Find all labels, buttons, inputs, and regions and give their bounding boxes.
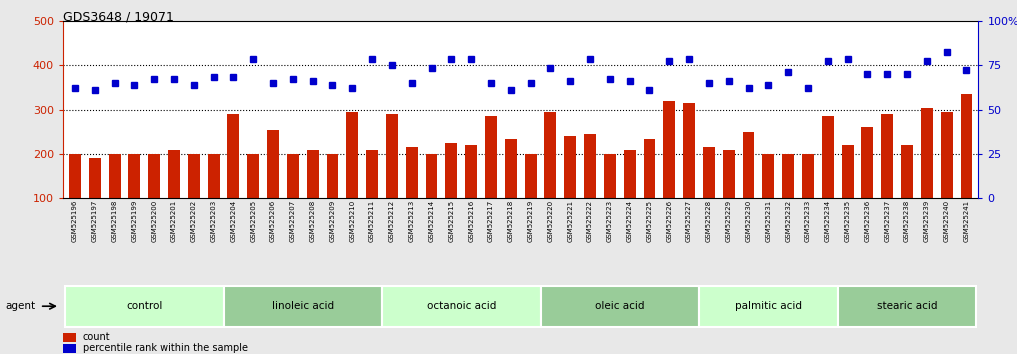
Bar <box>366 149 378 198</box>
Bar <box>347 112 358 198</box>
Bar <box>307 149 318 198</box>
Bar <box>69 154 81 198</box>
Bar <box>544 112 556 198</box>
Bar <box>742 132 755 198</box>
Bar <box>960 94 972 198</box>
Text: count: count <box>82 332 110 342</box>
Bar <box>188 154 199 198</box>
FancyBboxPatch shape <box>224 285 382 327</box>
Bar <box>386 114 398 198</box>
FancyBboxPatch shape <box>838 285 976 327</box>
Text: GDS3648 / 19071: GDS3648 / 19071 <box>63 11 174 24</box>
Bar <box>683 103 695 198</box>
Bar <box>861 127 874 198</box>
Bar <box>63 344 75 353</box>
Bar <box>168 149 180 198</box>
Bar <box>703 147 715 198</box>
Bar <box>445 143 458 198</box>
Text: agent: agent <box>5 301 36 311</box>
Bar <box>267 130 279 198</box>
Bar <box>623 149 636 198</box>
Bar <box>901 145 913 198</box>
Bar <box>287 154 299 198</box>
Text: octanoic acid: octanoic acid <box>426 301 496 311</box>
Text: control: control <box>126 301 163 311</box>
Bar <box>485 116 497 198</box>
Bar <box>663 101 675 198</box>
FancyBboxPatch shape <box>65 285 224 327</box>
Bar <box>109 154 120 198</box>
Bar <box>564 136 577 198</box>
Bar <box>921 108 933 198</box>
Text: stearic acid: stearic acid <box>877 301 938 311</box>
Bar <box>326 154 339 198</box>
FancyBboxPatch shape <box>382 285 540 327</box>
Bar <box>525 154 537 198</box>
Bar <box>207 154 220 198</box>
Text: linoleic acid: linoleic acid <box>272 301 334 311</box>
Bar <box>802 154 814 198</box>
Bar <box>604 154 616 198</box>
Bar <box>247 154 259 198</box>
Bar <box>723 149 734 198</box>
Bar <box>228 114 239 198</box>
Bar <box>782 154 794 198</box>
Bar <box>763 154 774 198</box>
Bar <box>504 138 517 198</box>
FancyBboxPatch shape <box>699 285 838 327</box>
Bar <box>644 138 655 198</box>
Bar <box>822 116 834 198</box>
Bar <box>882 114 893 198</box>
Text: palmitic acid: palmitic acid <box>735 301 801 311</box>
Bar <box>425 154 437 198</box>
Bar <box>148 154 160 198</box>
Bar <box>406 147 418 198</box>
Bar <box>128 154 140 198</box>
Bar <box>941 112 953 198</box>
Bar <box>465 145 477 198</box>
Text: oleic acid: oleic acid <box>595 301 645 311</box>
Bar <box>63 333 75 342</box>
Bar <box>842 145 853 198</box>
FancyBboxPatch shape <box>540 285 699 327</box>
Bar <box>584 134 596 198</box>
Text: percentile rank within the sample: percentile rank within the sample <box>82 343 247 353</box>
Bar <box>88 159 101 198</box>
